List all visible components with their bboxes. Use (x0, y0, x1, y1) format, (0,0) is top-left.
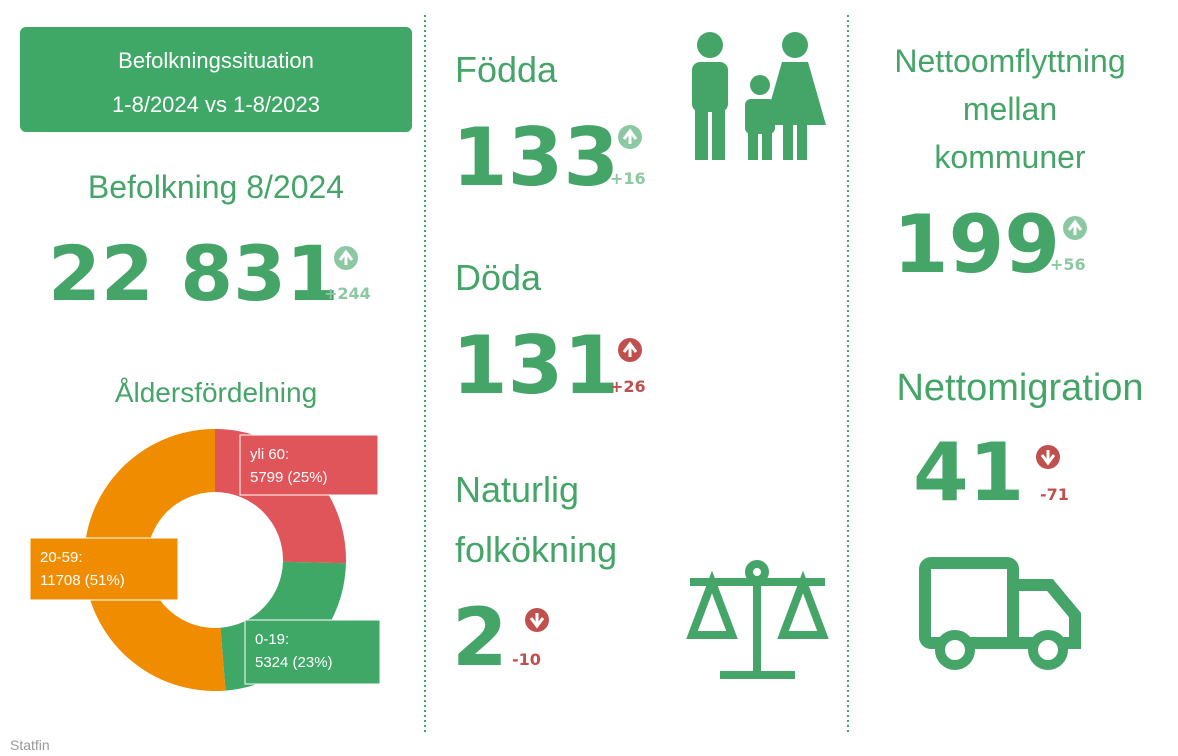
donut-labels: yli 60: 5799 (25%) 0-19: 5324 (23%) 20-59: 11… (29, 434, 381, 685)
header-line: Befolkningssituation (118, 48, 314, 73)
deaths-change: +26 (610, 377, 646, 396)
donut-label-value: 5799 (25%) (250, 469, 328, 486)
trend-icon (1036, 445, 1060, 469)
donut-label-name: 20-59: (40, 549, 83, 566)
population-value: 22 831 (48, 229, 339, 318)
natural-value: 2 (452, 591, 508, 684)
donut-label-name: 0-19: (255, 631, 289, 648)
age-title: Åldersfördelning (115, 377, 317, 408)
donut-label-box (244, 619, 381, 685)
source: Statfin (10, 737, 50, 753)
births-change: +16 (610, 169, 646, 188)
births-label: Födda (455, 49, 558, 90)
donut-label-value: 5324 (23%) (255, 654, 333, 671)
donut-label-box (239, 434, 379, 496)
births-value: 133 (452, 111, 619, 204)
population-change: +244 (324, 284, 371, 303)
migration-change: -71 (1040, 485, 1069, 504)
internal-label: Nettoomflyttning (894, 43, 1125, 79)
trend-icon (1063, 216, 1087, 240)
donut-label-name: yli 60: (250, 446, 289, 463)
internal-label: mellan (963, 91, 1057, 127)
population-label: Befolkning 8/2024 (88, 169, 344, 205)
natural-label: folkökning (455, 529, 617, 570)
migration-label: Nettomigration (896, 367, 1143, 409)
trend-icon (618, 125, 642, 149)
trend-icon (618, 338, 642, 362)
truck-icon (919, 557, 1081, 670)
internal-change: +56 (1050, 255, 1086, 274)
migration-value: 41 (913, 426, 1024, 519)
donut-label-box (29, 537, 179, 601)
trend-icon (334, 246, 358, 270)
internal-label: kommuner (934, 139, 1086, 175)
internal-value: 199 (893, 198, 1060, 291)
natural-change: -10 (512, 650, 541, 669)
trend-icon (525, 608, 549, 632)
deaths-label: Döda (455, 257, 542, 298)
deaths-value: 131 (452, 319, 619, 412)
natural-label: Naturlig (455, 469, 579, 510)
scale-icon (686, 560, 829, 679)
donut-label-value: 11708 (51%) (40, 572, 125, 589)
header-box (20, 27, 412, 132)
header-line: 1-8/2024 vs 1-8/2023 (112, 92, 320, 117)
family-icon (692, 32, 826, 160)
donut-segment (84, 429, 226, 691)
